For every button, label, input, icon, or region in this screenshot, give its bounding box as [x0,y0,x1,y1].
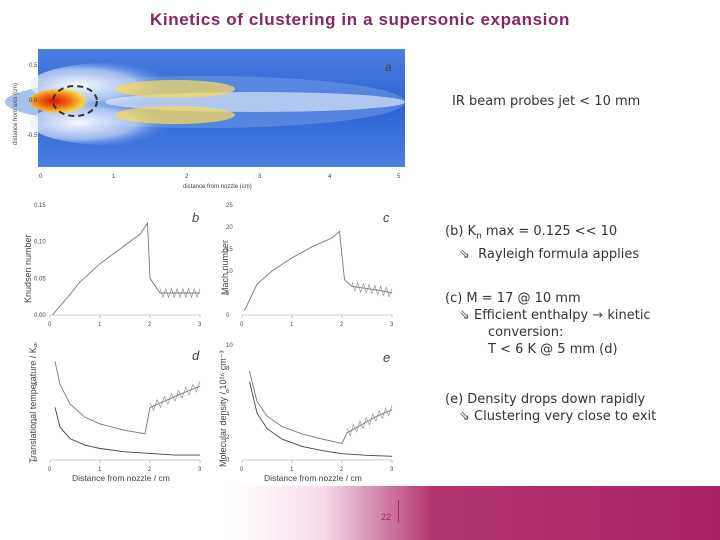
panel-e-ytick: 4 [226,412,230,418]
panel-c-ytick: 10 [226,269,233,275]
panel-c-xtick: 0 [240,322,244,328]
line-plots: b c d e Knudsen number Mach number Trans… [23,203,394,483]
panel-c-series-noise [351,281,393,298]
panel-c-ytick: 0 [226,313,230,319]
panel-e-ytick: 10 [226,343,233,349]
panel-d-xtick: 2 [148,467,152,473]
panel-e-ytick: 6 [226,389,230,395]
panel-a-xtick: 5 [397,174,401,180]
panel-a-ytick: -0.5 [27,133,38,139]
slide-title: Kinetics of clustering in a supersonic e… [150,10,570,29]
panel-b-ytick: 0.10 [34,240,46,246]
panel-a-xtick: 1 [112,174,116,180]
panel-c-xtick: 1 [290,322,294,328]
bullet-arrow-icon: ⇘ [459,308,470,323]
panel-e-ytick: 0 [226,458,230,464]
panel-a-xtick: 4 [328,174,332,180]
panel-a-xlabel: distance from nozzle (cm) [183,184,252,190]
panel-c-xtick: 3 [390,322,394,328]
note-c-line1: (c) M = 17 @ 10 mm [445,291,581,306]
panel-d-xtick: 0 [48,467,52,473]
panel-e-ylabel: Molecular density / 10¹⁶ cm⁻³ [218,351,228,468]
panel-e-xtick: 3 [390,467,394,473]
panel-b-xtick: 3 [198,322,202,328]
note-c-line4: T < 6 K @ 5 mm (d) [488,342,618,357]
footer-band [0,486,720,540]
ir-probe-region-marker [52,85,98,117]
panel-d-ytick: 2 [34,420,38,426]
panel-c-ytick: 25 [226,203,233,209]
panel-d-series-noise [149,381,201,412]
panel-c-ytick: 20 [226,225,233,231]
panel-b-ytick: 0.15 [34,203,46,209]
panel-b-series-noise [159,287,201,299]
note-c-line2: ⇘ Efficient enthalpy → kinetic [459,308,651,323]
panel-b-label: b [192,210,199,225]
page-number: 22 [381,512,392,522]
panel-e-series-1 [249,370,393,444]
panel-d-xtick: 1 [98,467,102,473]
panel-d-ytick: 0 [34,458,38,464]
panel-e-xtick: 0 [240,467,244,473]
panel-e-xtick: 2 [340,467,344,473]
bullet-arrow-icon: ⇘ [459,246,470,262]
panel-a-label: a [385,60,392,74]
panel-a-ytick: 0.0 [29,98,38,104]
note-e: (e) Density drops down rapidly ⇘ Cluster… [445,391,656,425]
panel-d-series-2 [54,407,200,456]
panel-b-ytick: 0.05 [34,276,46,282]
panel-a-ylabel: distance from axis (cm) [13,83,19,145]
panel-e-ytick: 2 [226,435,230,441]
panel-a-xtick: 0 [39,174,43,180]
panel-d-xlabel: Distance from nozzle / cm [72,473,170,483]
panel-b-ytick: 0.00 [34,313,46,319]
page-separator [398,500,399,522]
panel-b-xtick: 0 [48,322,52,328]
note-b-line1: (b) Kn max = 0.125 << 10 [445,224,618,242]
note-b-line2: ⇘ Rayleigh formula applies [459,246,640,262]
panel-c-ytick: 5 [226,291,230,297]
panel-e-xtick: 1 [290,467,294,473]
panel-e-label: e [383,350,390,365]
panel-b-series-1 [52,221,200,316]
panel-a-heatmap: a 0.5 0.0 -0.5 distance from axis (cm) 0… [5,49,405,190]
panel-c-label: c [383,210,390,225]
note-ir-probe-text: IR beam probes jet < 10 mm [452,94,641,109]
panel-e-series-noise [346,405,393,437]
note-e-line2: ⇘ Clustering very close to exit [459,409,657,424]
panel-d-ylabel: Translational temperature / K [28,347,38,463]
panel-a-ytick: 0.5 [29,63,38,69]
right-arrow-icon: → [592,308,604,323]
bullet-arrow-icon: ⇘ [459,409,470,424]
panel-a-xtick: 3 [258,174,262,180]
note-b: (b) Kn max = 0.125 << 10 ⇘ Rayleigh form… [445,223,639,263]
panel-d-series-1 [54,361,201,435]
panel-e-xlabel: Distance from nozzle / cm [264,473,362,483]
note-c: (c) M = 17 @ 10 mm ⇘ Efficient enthalpy … [445,290,651,358]
panel-d-xtick: 3 [198,467,202,473]
panel-c-ylabel: Mach number [220,240,230,295]
note-c-line3: conversion: [488,325,564,340]
panel-c-series-1 [244,230,393,311]
panel-c-xtick: 2 [340,322,344,328]
panel-b-ylabel: Knudsen number [23,234,33,303]
panel-d-label: d [192,348,200,363]
panel-b-xtick: 2 [148,322,152,328]
panel-e-ytick: 8 [226,366,230,372]
panel-d-ytick: 6 [34,343,38,349]
panel-b-xtick: 1 [98,322,102,328]
panel-a-xtick: 2 [185,174,189,180]
note-e-line1: (e) Density drops down rapidly [445,392,646,407]
panel-d-ytick: 4 [34,381,38,387]
note-ir-probe: IR beam probes jet < 10 mm [452,93,640,110]
panel-e-series-2 [249,381,393,457]
panel-c-ytick: 15 [226,247,233,253]
